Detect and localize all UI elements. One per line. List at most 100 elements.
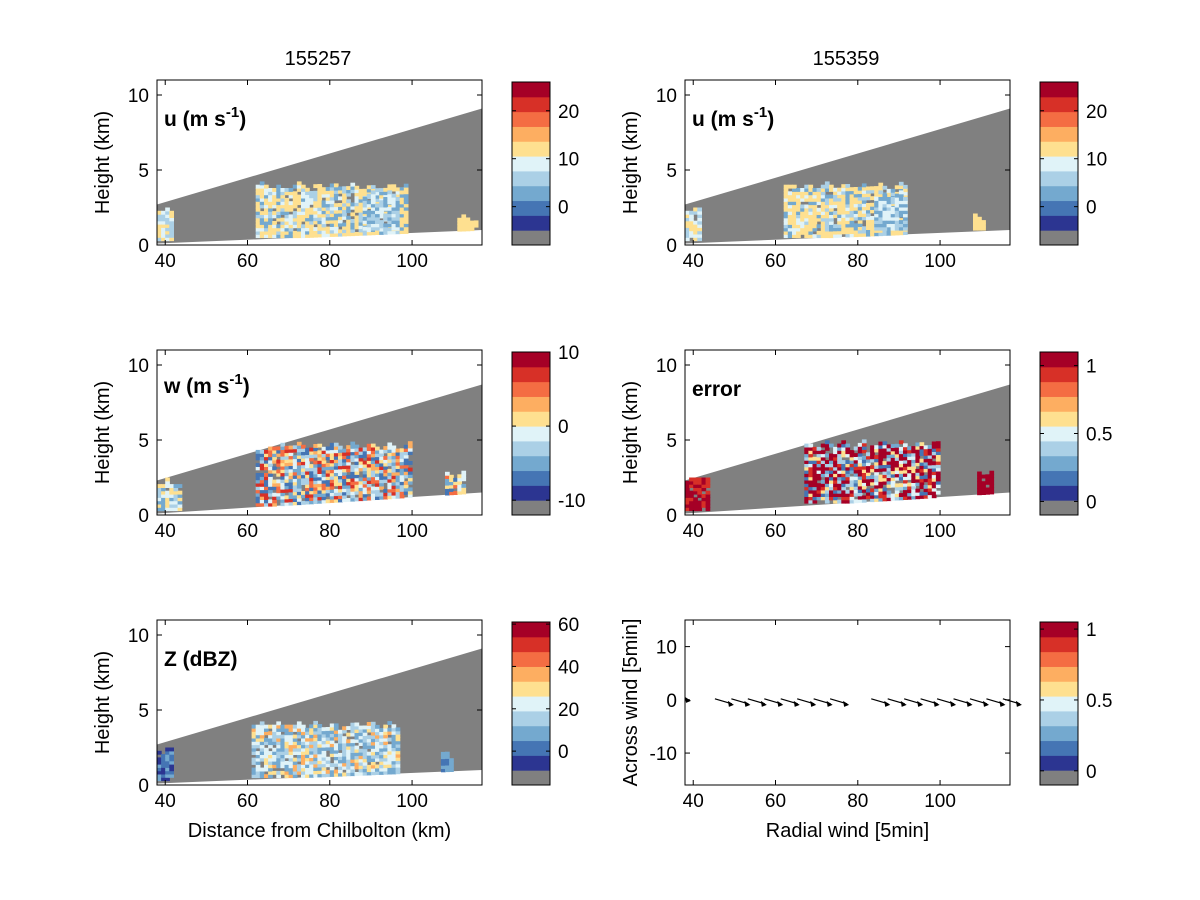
field-cell <box>898 190 904 195</box>
field-cell <box>403 183 409 188</box>
field-cell <box>259 479 265 484</box>
field-cell <box>284 462 290 467</box>
field-cell <box>354 480 360 485</box>
field-cell <box>697 207 702 212</box>
field-cell <box>309 210 314 215</box>
field-cell <box>292 230 298 235</box>
wind-arrowhead <box>843 700 850 707</box>
field-cell <box>383 216 388 221</box>
field-cell <box>866 226 871 230</box>
field-cell <box>264 211 269 215</box>
field-cell <box>284 234 290 239</box>
field-cell <box>342 461 347 466</box>
field-cell <box>383 770 388 775</box>
field-cell <box>820 466 826 471</box>
field-cell <box>280 462 286 467</box>
field-cell <box>342 736 347 741</box>
field-cell <box>861 472 867 477</box>
y-tick-label: 0 <box>138 506 149 527</box>
field-cell <box>845 230 851 235</box>
field-cell <box>255 741 261 746</box>
field-cell <box>276 214 281 219</box>
field-cell <box>894 220 900 224</box>
field-cell <box>157 777 162 782</box>
field-cell <box>882 461 888 465</box>
field-cell <box>284 217 290 222</box>
field-cell <box>317 193 323 198</box>
field-cell <box>280 489 286 493</box>
field-cell <box>882 185 888 190</box>
field-cell <box>338 203 343 207</box>
colorbar-segment <box>1040 426 1078 442</box>
field-cell <box>165 233 170 238</box>
field-cell <box>338 468 343 473</box>
field-cell <box>787 211 793 215</box>
field-cell <box>882 467 888 472</box>
field-cell <box>358 228 364 233</box>
field-cell <box>812 466 818 471</box>
field-cell <box>165 497 170 502</box>
field-cell <box>272 764 277 769</box>
field-cell <box>329 740 335 744</box>
field-cell <box>841 496 846 501</box>
field-cell <box>816 463 822 468</box>
field-cell <box>333 756 339 761</box>
field-cell <box>461 217 467 222</box>
field-cell <box>379 747 384 752</box>
field-cell <box>890 480 896 485</box>
field-cell <box>804 230 809 235</box>
field-cell <box>288 498 294 503</box>
field-cell <box>882 444 888 449</box>
y-axis-label: Height (km) <box>92 381 114 484</box>
field-cell <box>338 475 343 480</box>
field-cell <box>342 729 347 734</box>
field-cell <box>685 217 690 222</box>
field-cell <box>305 757 310 762</box>
field-cell <box>449 484 454 489</box>
field-cell <box>866 472 871 476</box>
field-cell <box>272 482 277 487</box>
colorbar-tick-label: 1 <box>1086 620 1097 641</box>
field-cell <box>321 207 327 211</box>
field-cell <box>305 750 310 755</box>
field-cell <box>796 191 801 196</box>
field-cell <box>792 217 797 222</box>
field-cell <box>321 763 327 768</box>
field-cell <box>403 206 409 211</box>
field-cell <box>284 498 290 503</box>
field-cell <box>157 507 162 512</box>
field-cell <box>837 463 842 468</box>
field-cell <box>165 770 170 775</box>
field-cell <box>292 478 298 483</box>
field-cell <box>824 214 830 219</box>
field-cell <box>800 227 805 232</box>
field-cell <box>391 740 397 745</box>
field-cell <box>169 760 174 765</box>
field-cell <box>177 500 183 505</box>
field-cell <box>358 231 364 236</box>
field-cell <box>841 190 846 195</box>
field-cell <box>927 458 933 463</box>
field-cell <box>816 217 822 222</box>
field-cell <box>276 486 281 490</box>
field-cell <box>333 462 339 467</box>
field-cell <box>309 200 314 205</box>
field-cell <box>280 744 286 749</box>
field-cell <box>325 479 331 484</box>
field-cell <box>276 204 281 209</box>
field-cell <box>841 204 846 208</box>
field-cell <box>697 477 702 482</box>
field-cell <box>268 761 273 765</box>
field-cell <box>833 466 838 471</box>
field-cell <box>882 220 888 224</box>
field-cell <box>255 731 261 736</box>
field-cell <box>321 743 327 748</box>
field-cell <box>886 454 892 459</box>
field-cell <box>861 209 867 214</box>
field-cell <box>317 766 323 771</box>
field-cell <box>288 458 294 463</box>
field-cell <box>403 491 409 495</box>
field-cell <box>272 446 277 451</box>
field-cell <box>296 484 302 489</box>
